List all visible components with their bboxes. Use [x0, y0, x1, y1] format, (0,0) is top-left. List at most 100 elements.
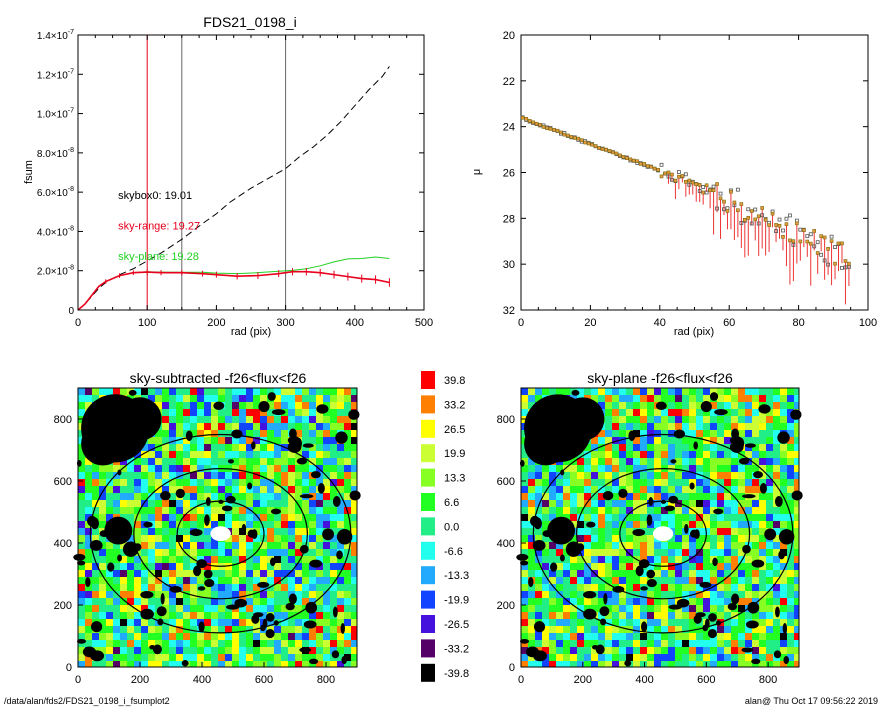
pixel-cell [113, 563, 120, 570]
pixel-cell [134, 521, 141, 528]
pixel-cell [190, 654, 197, 661]
masked-source [340, 622, 345, 634]
data-point [843, 259, 848, 263]
pixel-cell [640, 472, 647, 479]
pixel-cell [556, 493, 563, 500]
pixel-cell [316, 388, 323, 395]
pixel-cell [794, 514, 799, 521]
pixel-cell [288, 528, 295, 535]
pixel-cell [141, 647, 148, 654]
pixel-cell [794, 563, 799, 570]
pixel-cell [169, 591, 176, 598]
pixel-cell [302, 535, 309, 542]
pixel-cell [204, 395, 211, 402]
pixel-cell [323, 542, 330, 549]
pixel-cell [183, 388, 190, 395]
pixel-cell [689, 458, 696, 465]
pixel-cell [267, 437, 274, 444]
pixel-cell [169, 402, 176, 409]
pixel-cell [246, 409, 253, 416]
pixel-cell [211, 444, 218, 451]
pixel-cell [675, 479, 682, 486]
pixel-cell [675, 437, 682, 444]
pixel-cell [794, 619, 799, 626]
pixel-cell [197, 409, 204, 416]
pixel-cell [780, 563, 787, 570]
pixel-cell [351, 437, 357, 444]
pixel-cell [225, 521, 232, 528]
pixel-cell [162, 556, 169, 563]
pixel-cell [773, 486, 780, 493]
pixel-cell [302, 528, 309, 535]
pixel-cell [682, 388, 689, 395]
pixel-cell [724, 402, 731, 409]
masked-source [751, 559, 765, 568]
y-tick-label: 0 [509, 662, 515, 674]
pixel-cell [148, 528, 155, 535]
pixel-cell [99, 388, 106, 395]
pixel-cell [794, 542, 799, 549]
data-point [541, 125, 546, 129]
pixel-cell [647, 549, 654, 556]
pixel-cell [556, 633, 563, 640]
pixel-cell [689, 612, 696, 619]
pixel-cell [246, 549, 253, 556]
pixel-cell [211, 577, 218, 584]
pixel-cell [274, 430, 281, 437]
pixel-cell [528, 584, 535, 591]
pixel-cell [281, 556, 288, 563]
pixel-cell [323, 514, 330, 521]
pixel-cell [316, 577, 323, 584]
pixel-cell [267, 661, 274, 667]
pixel-cell [794, 626, 799, 633]
data-point [520, 115, 525, 120]
pixel-cell [633, 542, 640, 549]
pixel-cell [274, 591, 281, 598]
pixel-cell [176, 500, 183, 507]
pixel-cell [330, 395, 337, 402]
masked-source [227, 459, 235, 464]
pixel-cell [626, 612, 633, 619]
pixel-cell [239, 388, 246, 395]
pixel-cell [780, 584, 787, 591]
mu-plot-xlabel: rad (pix) [674, 326, 714, 338]
pixel-cell [344, 605, 351, 612]
pixel-cell [682, 416, 689, 423]
pixel-cell [232, 388, 239, 395]
pixel-cell [612, 542, 619, 549]
pixel-cell [134, 661, 141, 667]
pixel-cell [717, 612, 724, 619]
masked-source [707, 628, 717, 639]
pixel-cell [556, 598, 563, 605]
pixel-cell [85, 402, 92, 409]
masked-source [295, 437, 302, 450]
pixel-cell [78, 542, 85, 549]
pixel-cell [281, 626, 288, 633]
pixel-cell [337, 416, 344, 423]
pixel-cell [197, 654, 204, 661]
pixel-cell [78, 654, 85, 661]
data-point [642, 162, 646, 166]
pixel-cell [675, 556, 682, 563]
pixel-cell [239, 465, 246, 472]
pixel-cell [330, 661, 337, 667]
masked-source [641, 621, 648, 633]
masked-source [204, 579, 215, 588]
pixel-cell [92, 472, 99, 479]
pixel-cell [169, 486, 176, 493]
pixel-cell [274, 549, 281, 556]
pixel-cell [120, 591, 127, 598]
pixel-cell [239, 612, 246, 619]
pixel-cell [654, 444, 661, 451]
pixel-cell [605, 430, 612, 437]
y-tick-label: 30 [503, 259, 515, 271]
pixel-cell [591, 542, 598, 549]
pixel-cell [703, 451, 710, 458]
pixel-cell [640, 514, 647, 521]
colorbar-swatch [421, 517, 435, 536]
pixel-cell [668, 647, 675, 654]
pixel-cell [295, 528, 302, 535]
pixel-cell [647, 654, 654, 661]
pixel-cell [521, 493, 528, 500]
pixel-cell [260, 423, 267, 430]
